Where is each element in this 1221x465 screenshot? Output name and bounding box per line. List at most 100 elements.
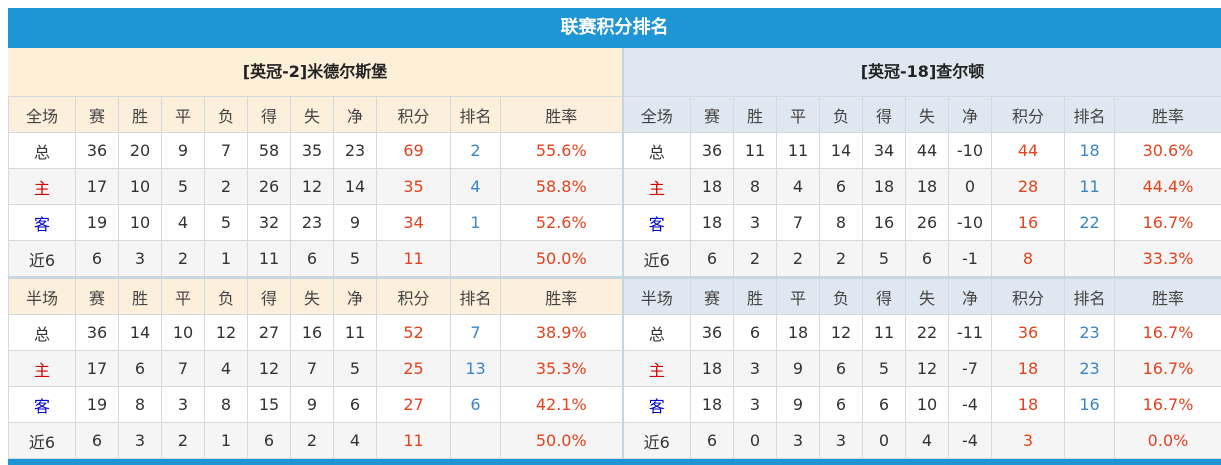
stat-cell: 35	[377, 169, 451, 205]
stat-cell: 5	[863, 241, 906, 278]
stat-cell: 27	[377, 387, 451, 423]
stat-cell: 23	[1065, 351, 1115, 387]
column-header: 净	[334, 278, 377, 315]
stat-cell: 7	[291, 351, 334, 387]
stat-cell: 8	[119, 387, 162, 423]
stat-cell: 18	[992, 351, 1065, 387]
column-header: 胜	[119, 278, 162, 315]
column-header: 失	[906, 278, 949, 315]
stat-cell: -1	[949, 241, 992, 278]
stat-cell: 11	[777, 133, 820, 169]
column-header: 负	[820, 278, 863, 315]
stat-cell: 18	[992, 387, 1065, 423]
stat-cell: 18	[777, 315, 820, 351]
column-header: 得	[248, 97, 291, 133]
stat-cell: 3	[820, 423, 863, 459]
column-header: 得	[863, 278, 906, 315]
stat-cell: 5	[162, 169, 205, 205]
row-label: 总	[623, 133, 691, 169]
stat-cell: 2	[820, 241, 863, 278]
home-team-name: [英冠-2]米德尔斯堡	[8, 48, 624, 96]
stat-cell: -11	[949, 315, 992, 351]
column-header: 失	[291, 278, 334, 315]
stat-cell: 8	[992, 241, 1065, 278]
stat-cell: 16.7%	[1115, 205, 1221, 241]
stat-cell: 34	[377, 205, 451, 241]
stat-cell: 10	[119, 205, 162, 241]
stat-cell: 3	[734, 205, 777, 241]
column-header: 净	[334, 97, 377, 133]
stat-cell: -4	[949, 387, 992, 423]
stat-cell: 16	[1065, 387, 1115, 423]
stat-cell: 6	[734, 315, 777, 351]
column-header: 积分	[992, 97, 1065, 133]
column-header: 平	[162, 97, 205, 133]
row-label: 主	[9, 351, 76, 387]
stat-cell: 19	[76, 387, 119, 423]
stat-cell: 6	[691, 241, 734, 278]
stat-cell: 0	[863, 423, 906, 459]
stat-cell: 6	[334, 387, 377, 423]
stat-cell: 3	[119, 241, 162, 278]
row-label: 主	[9, 169, 76, 205]
stat-cell: 0.0%	[1115, 423, 1221, 459]
stat-cell: -7	[949, 351, 992, 387]
stat-cell	[1065, 423, 1115, 459]
half-time-header-row: 半场赛胜平负得失净积分排名胜率半场赛胜平负得失净积分排名胜率	[9, 278, 1221, 315]
stat-cell: 9	[777, 351, 820, 387]
stat-cell: 6	[820, 351, 863, 387]
stat-cell: 15	[248, 387, 291, 423]
stat-cell: 3	[734, 387, 777, 423]
stat-cell: 1	[205, 423, 248, 459]
stat-cell: 3	[734, 351, 777, 387]
stat-cell: 36	[76, 133, 119, 169]
column-header: 胜率	[501, 97, 623, 133]
stat-cell: 4	[205, 351, 248, 387]
stat-cell: 4	[451, 169, 501, 205]
column-header: 排名	[1065, 278, 1115, 315]
column-header: 负	[205, 278, 248, 315]
stat-cell: 42.1%	[501, 387, 623, 423]
stat-cell: 6	[691, 423, 734, 459]
stat-cell: 69	[377, 133, 451, 169]
stat-cell: 50.0%	[501, 241, 623, 278]
stat-cell: 12	[820, 315, 863, 351]
column-header: 排名	[451, 97, 501, 133]
stat-cell: 58.8%	[501, 169, 623, 205]
stat-cell: 5	[334, 241, 377, 278]
stat-cell: 11	[377, 241, 451, 278]
stat-cell: 22	[906, 315, 949, 351]
stat-cell: 26	[248, 169, 291, 205]
column-header: 积分	[377, 97, 451, 133]
column-header: 胜	[734, 97, 777, 133]
column-header: 净	[949, 97, 992, 133]
standings-panel: 联赛积分排名 [英冠-2]米德尔斯堡 [英冠-18]查尔顿 全场赛胜平负得失净积…	[8, 8, 1221, 465]
stat-cell: 5	[205, 205, 248, 241]
stat-cell: 20	[119, 133, 162, 169]
column-header: 失	[291, 97, 334, 133]
stat-cell: 1	[451, 205, 501, 241]
stat-cell: 6	[863, 387, 906, 423]
column-header: 失	[906, 97, 949, 133]
stat-cell: 4	[162, 205, 205, 241]
column-header: 胜	[119, 97, 162, 133]
stat-cell: 16	[992, 205, 1065, 241]
stat-cell: 6	[76, 423, 119, 459]
stat-cell: 3	[119, 423, 162, 459]
stat-cell: 16.7%	[1115, 351, 1221, 387]
stat-cell: 25	[377, 351, 451, 387]
stat-cell: 5	[334, 351, 377, 387]
panel-title: 联赛积分排名	[8, 8, 1221, 48]
column-header: 负	[205, 97, 248, 133]
column-header: 积分	[377, 278, 451, 315]
row-label: 客	[623, 387, 691, 423]
stat-cell: 36	[691, 133, 734, 169]
stat-cell: 9	[162, 133, 205, 169]
stat-cell: 23	[291, 205, 334, 241]
stat-cell: 4	[777, 169, 820, 205]
column-header: 净	[949, 278, 992, 315]
